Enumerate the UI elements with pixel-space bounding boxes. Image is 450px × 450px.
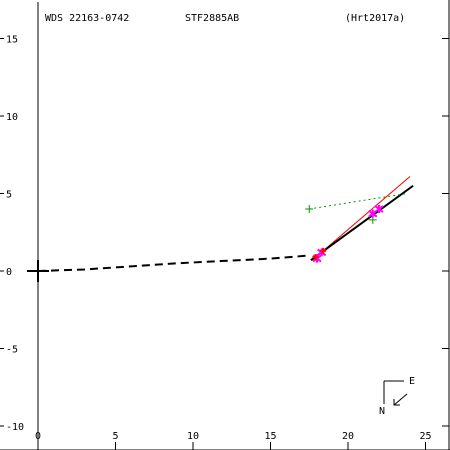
magenta-point	[374, 205, 384, 213]
header-ref: (Hrt2017a)	[345, 13, 405, 24]
compass-north-label: N	[379, 406, 385, 417]
green-point	[305, 205, 314, 213]
y-tick-label: 15	[6, 35, 18, 46]
motion-line-black	[310, 184, 414, 261]
y-tick-label: -10	[6, 422, 24, 433]
x-tick-label: 25	[419, 431, 431, 442]
y-tick-label: -5	[6, 345, 18, 356]
plot-points	[27, 205, 384, 282]
x-tick-label: 15	[264, 431, 276, 442]
red-point	[312, 254, 319, 261]
orbit-path-dashed	[37, 254, 310, 272]
header-wds: WDS 22163-0742	[45, 13, 129, 24]
magenta-point	[317, 248, 327, 257]
red-point	[320, 247, 327, 254]
header-name: STF2885AB	[185, 13, 239, 24]
compass-motion-arrow	[393, 393, 408, 406]
compass-arrowhead-icon	[393, 399, 400, 406]
x-tick-label: 0	[35, 431, 41, 442]
tick-labels: 0 5 10 15 20 25 -10 -5 0 5 10 15	[6, 35, 432, 443]
compass: N E	[379, 376, 415, 417]
y-tick-label: 0	[6, 267, 12, 278]
y-tick-label: 5	[6, 190, 12, 201]
x-tick-label: 5	[112, 431, 118, 442]
compass-east-label: E	[409, 376, 415, 387]
plot-lines	[37, 176, 414, 272]
y-tick-label: 10	[6, 112, 18, 123]
x-tick-label: 10	[187, 431, 199, 442]
obs-line-green-dotted	[309, 193, 407, 210]
x-tick-label: 20	[342, 431, 354, 442]
